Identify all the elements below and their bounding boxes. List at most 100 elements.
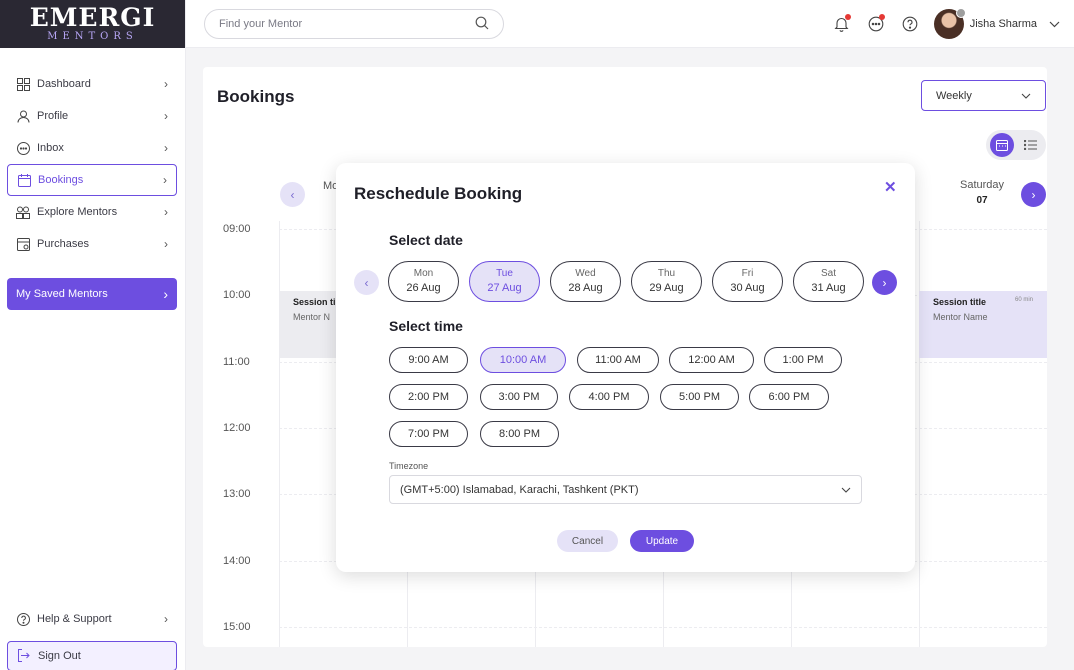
- help-circle-icon[interactable]: [900, 14, 920, 34]
- date-day: Mon: [413, 268, 434, 279]
- chevron-right-icon: ›: [1031, 187, 1036, 202]
- date-option-selected[interactable]: Tue 27 Aug: [469, 261, 540, 302]
- time-option[interactable]: 6:00 PM: [749, 384, 829, 410]
- date-option[interactable]: Thu 29 Aug: [631, 261, 702, 302]
- date-option[interactable]: Mon 26 Aug: [388, 261, 459, 302]
- update-button[interactable]: Update: [630, 530, 694, 552]
- my-saved-mentors-button[interactable]: My Saved Mentors ›: [7, 278, 177, 310]
- chevron-right-icon: ›: [882, 275, 887, 290]
- messages-icon[interactable]: [866, 14, 886, 34]
- user-icon: [16, 109, 30, 123]
- top-header: Jisha Sharma: [186, 0, 1074, 48]
- chevron-down-icon[interactable]: [1049, 17, 1060, 31]
- sign-out-button[interactable]: Sign Out: [7, 641, 177, 670]
- chevron-left-icon: ‹: [290, 187, 295, 202]
- day-header-monday: Mo: [323, 180, 339, 192]
- time-option[interactable]: 5:00 PM: [660, 384, 739, 410]
- sidebar-item-profile[interactable]: Profile ›: [7, 100, 177, 132]
- sidebar-item-bookings[interactable]: Bookings ›: [7, 164, 177, 196]
- brand-logo[interactable]: EMERGI MENTORS: [0, 0, 185, 48]
- time-option[interactable]: 7:00 PM: [389, 421, 468, 447]
- sidebar-item-label: Purchases: [37, 238, 89, 250]
- time-option[interactable]: 1:00 PM: [764, 347, 842, 373]
- date-value: 27 Aug: [487, 282, 522, 294]
- session-title: Session ti: [293, 297, 336, 307]
- view-range-select[interactable]: Weekly: [921, 80, 1046, 111]
- date-option[interactable]: Fri 30 Aug: [712, 261, 783, 302]
- avatar[interactable]: [933, 8, 966, 39]
- search-input[interactable]: [219, 18, 475, 30]
- date-day: Wed: [575, 268, 596, 279]
- list-view-button[interactable]: [1018, 133, 1042, 157]
- search-icon[interactable]: [475, 16, 489, 33]
- date-value: 26 Aug: [406, 282, 441, 294]
- notification-bell-icon[interactable]: [832, 14, 852, 34]
- date-day: Thu: [657, 268, 676, 279]
- brand-line2: MENTORS: [47, 31, 138, 42]
- list-icon: [1023, 140, 1037, 150]
- cancel-button[interactable]: Cancel: [557, 530, 618, 552]
- sidebar-item-label: Bookings: [38, 174, 84, 186]
- help-icon: [16, 612, 30, 626]
- user-name[interactable]: Jisha Sharma: [969, 18, 1037, 30]
- time-option-selected[interactable]: 10:00 AM: [480, 347, 566, 373]
- header-actions: Jisha Sharma: [832, 8, 1074, 40]
- session-title: Session title 60 min: [933, 297, 1033, 307]
- reschedule-modal: Reschedule Booking ✕ Select date ‹ Mon 2…: [336, 163, 915, 572]
- sidebar-nav: Dashboard › Profile › Inbox › Bookings ›: [7, 68, 177, 260]
- sidebar-item-dashboard[interactable]: Dashboard ›: [7, 68, 177, 100]
- date-value: 30 Aug: [730, 282, 765, 294]
- sign-out-label: Sign Out: [38, 650, 81, 662]
- chevron-right-icon: ›: [163, 173, 167, 187]
- time-option[interactable]: 2:00 PM: [389, 384, 468, 410]
- purchases-icon: [16, 237, 30, 251]
- date-option[interactable]: Sat 31 Aug: [793, 261, 864, 302]
- time-option[interactable]: 9:00 AM: [389, 347, 468, 373]
- chevron-right-icon: ›: [164, 205, 168, 219]
- sidebar-item-label: Dashboard: [37, 78, 91, 90]
- chevron-right-icon: ›: [163, 286, 168, 302]
- calendar-prev-button[interactable]: ‹: [280, 182, 305, 207]
- session-duration: 60 min: [1014, 297, 1033, 303]
- sidebar-item-inbox[interactable]: Inbox ›: [7, 132, 177, 164]
- modal-title: Reschedule Booking: [354, 184, 523, 203]
- sidebar-item-help-support[interactable]: Help & Support ›: [7, 603, 177, 635]
- time-option[interactable]: 11:00 AM: [577, 347, 659, 373]
- notification-dot: [844, 14, 851, 20]
- session-card[interactable]: Session title 60 min Mentor Name: [919, 291, 1047, 358]
- message-dot: [878, 14, 885, 20]
- timezone-value: (GMT+5:00) Islamabad, Karachi, Tashkent …: [400, 483, 639, 496]
- timezone-select[interactable]: (GMT+5:00) Islamabad, Karachi, Tashkent …: [389, 475, 862, 504]
- sidebar-item-explore-mentors[interactable]: Explore Mentors ›: [7, 196, 177, 228]
- brand-line1: EMERGI: [29, 3, 156, 32]
- hour-label: 13:00: [223, 488, 251, 500]
- dates-next-button[interactable]: ›: [872, 270, 897, 295]
- day-date: 07: [976, 195, 988, 206]
- hour-label: 10:00: [223, 289, 251, 301]
- dashboard-icon: [16, 77, 30, 91]
- date-option[interactable]: Wed 28 Aug: [550, 261, 621, 302]
- sidebar: EMERGI MENTORS Dashboard › Profile › Inb…: [0, 0, 186, 670]
- sidebar-item-purchases[interactable]: Purchases ›: [7, 228, 177, 260]
- chevron-right-icon: ›: [164, 141, 168, 155]
- chevron-right-icon: ›: [164, 237, 168, 251]
- select-date-heading: Select date: [389, 232, 463, 248]
- grid-line: [279, 627, 1047, 628]
- date-value: 28 Aug: [568, 282, 603, 294]
- chevron-right-icon: ›: [164, 77, 168, 91]
- sidebar-item-label: Help & Support: [37, 613, 112, 625]
- calendar-view-button[interactable]: [990, 133, 1014, 157]
- dates-prev-button[interactable]: ‹: [354, 270, 379, 295]
- calendar-next-button[interactable]: ›: [1021, 182, 1046, 207]
- time-option[interactable]: 3:00 PM: [480, 384, 558, 410]
- time-option[interactable]: 12:00 AM: [669, 347, 754, 373]
- time-option[interactable]: 4:00 PM: [569, 384, 649, 410]
- date-value: 29 Aug: [649, 282, 684, 294]
- session-mentor: Mentor N: [293, 312, 331, 322]
- time-option[interactable]: 8:00 PM: [480, 421, 559, 447]
- chevron-down-icon: [841, 484, 851, 496]
- view-range-value: Weekly: [936, 89, 972, 102]
- page-title: Bookings: [217, 87, 295, 106]
- timezone-label: Timezone: [389, 461, 429, 471]
- close-icon[interactable]: ✕: [884, 179, 897, 196]
